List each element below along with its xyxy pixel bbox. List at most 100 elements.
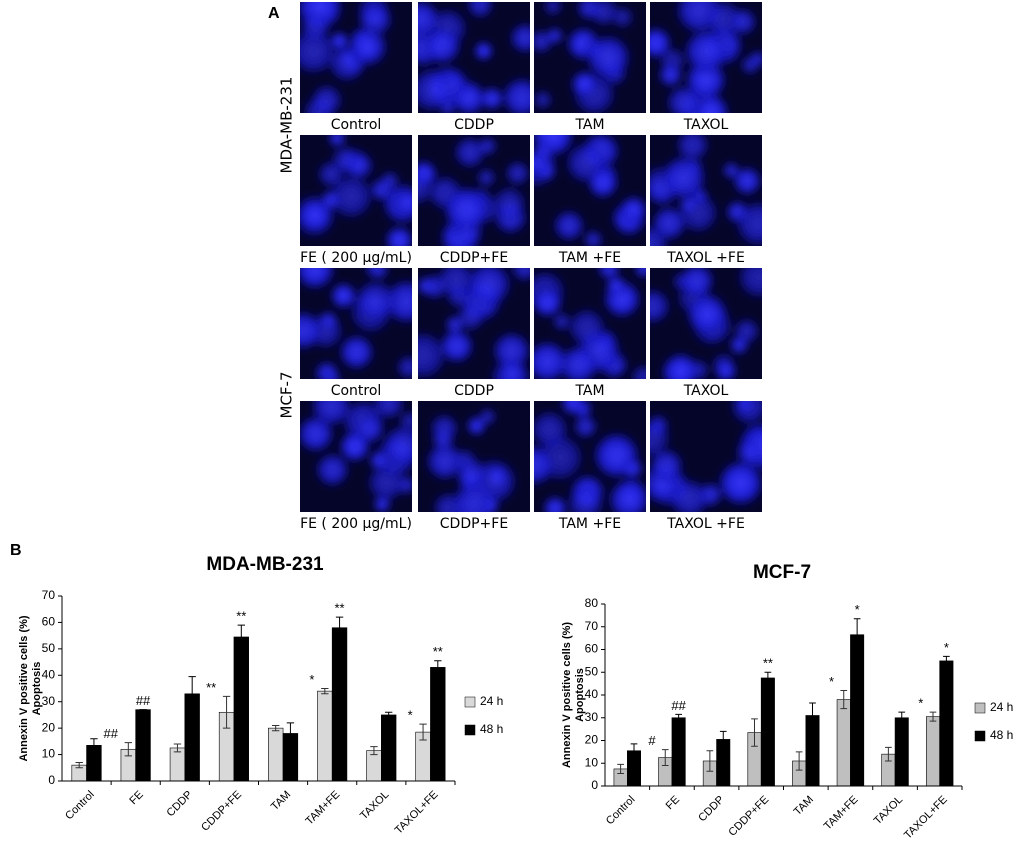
cell — [431, 428, 455, 452]
y-axis-label: Apoptosis — [574, 668, 586, 722]
y-axis-label: Annexin V positive cells (%) — [561, 622, 573, 768]
bar — [671, 717, 686, 787]
x-tick-label: CDDP+FE — [726, 794, 771, 839]
cell — [426, 442, 464, 481]
panel-label: B — [10, 542, 22, 559]
caption: TAXOL +FE — [666, 250, 745, 266]
annotation: * — [309, 672, 314, 687]
cell — [373, 495, 391, 512]
cell — [589, 2, 619, 27]
cell — [311, 401, 352, 427]
cell — [534, 140, 554, 162]
cell — [511, 268, 530, 282]
cells — [300, 2, 393, 113]
bar — [939, 660, 954, 787]
annotation: ## — [136, 693, 151, 708]
cell — [662, 353, 700, 379]
caption: TAM — [574, 383, 604, 399]
cell — [474, 41, 494, 61]
x-tick-label: TAM — [792, 794, 816, 818]
cell — [324, 370, 342, 379]
y-tick-label: 50 — [42, 641, 56, 655]
bar — [317, 690, 333, 782]
x-tick-label: CDDP — [164, 789, 195, 820]
cell — [492, 186, 526, 220]
x-tick-label: TAM — [269, 789, 293, 813]
cell — [634, 268, 646, 279]
error-bar — [764, 671, 772, 685]
caption: TAM +FE — [558, 250, 621, 266]
error-bar — [335, 616, 344, 639]
cell — [583, 230, 603, 246]
bar — [850, 634, 865, 787]
error-bar — [617, 763, 624, 774]
cell — [466, 268, 512, 307]
legend-swatch — [974, 702, 986, 714]
y-axis-label: Annexin V positive cells (%) — [18, 615, 30, 761]
cells — [650, 268, 762, 379]
error-bar — [943, 655, 950, 666]
cell — [418, 173, 434, 205]
cell — [597, 268, 621, 280]
annotation: # — [648, 733, 656, 748]
x-tick-label: CDDP+FE — [199, 789, 244, 834]
cell — [399, 410, 412, 431]
annotation: ** — [433, 644, 443, 659]
error-bar — [719, 730, 727, 748]
cell — [418, 2, 441, 39]
caption: TAXOL +FE — [666, 516, 745, 532]
annotation: * — [855, 602, 860, 617]
cells — [650, 135, 762, 246]
cell — [418, 67, 455, 113]
caption: CDDP — [454, 383, 494, 399]
caption: TAM — [574, 117, 604, 133]
cell — [354, 280, 397, 322]
chart-title: MDA-MB-231 — [206, 554, 324, 575]
x-tick-label: FE — [127, 789, 145, 807]
cell — [717, 460, 762, 506]
cell — [622, 458, 643, 479]
annotation: * — [944, 640, 949, 655]
cell — [552, 312, 571, 331]
caption: CDDP+FE — [440, 516, 508, 532]
cell — [740, 55, 760, 75]
cell — [385, 226, 412, 246]
cell — [534, 340, 569, 379]
cell — [330, 282, 357, 309]
cell — [454, 136, 486, 169]
cell — [346, 152, 374, 180]
cell — [505, 161, 530, 186]
caption: TAM +FE — [558, 516, 621, 532]
caption: TAXOL — [683, 117, 729, 133]
cell — [445, 315, 464, 334]
cell — [497, 359, 527, 379]
cell — [650, 225, 669, 246]
cell — [676, 135, 709, 162]
cell — [587, 167, 619, 199]
cell — [679, 195, 699, 215]
cell — [476, 168, 496, 188]
row-label: MDA-MB-231 — [278, 77, 296, 174]
cell — [373, 401, 405, 420]
cell — [501, 77, 530, 113]
legend-swatch — [464, 696, 476, 708]
cell — [650, 448, 684, 483]
cell — [543, 496, 567, 512]
cell — [466, 2, 494, 18]
cell — [733, 318, 760, 344]
annotation: ** — [206, 680, 216, 695]
bar — [268, 727, 284, 782]
cell — [328, 135, 346, 148]
cell — [418, 331, 447, 379]
cell — [736, 401, 754, 413]
cell — [658, 63, 683, 87]
caption: Control — [331, 117, 382, 133]
error-bar — [188, 676, 196, 712]
cell — [684, 29, 729, 74]
cell — [480, 495, 500, 512]
x-tick-label: FE — [664, 794, 682, 812]
cells — [534, 135, 646, 246]
bar — [331, 627, 348, 782]
y-tick-label: 10 — [42, 747, 56, 761]
cell — [692, 93, 730, 113]
